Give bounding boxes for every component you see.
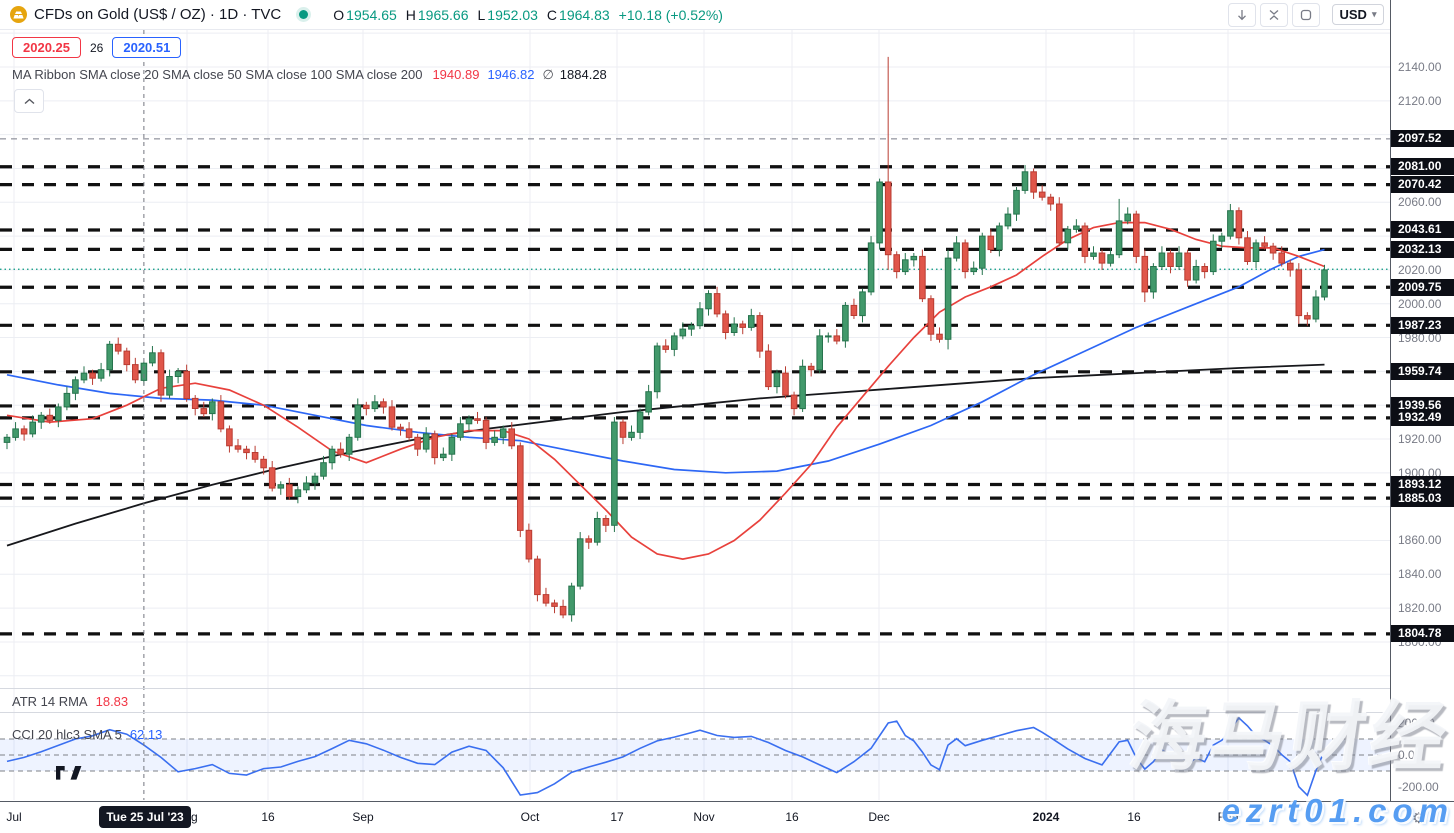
- sma50-value: 1946.82: [487, 67, 535, 82]
- legend-collapse-button[interactable]: [14, 89, 44, 113]
- atr-legend[interactable]: ATR 14 RMA 18.83: [12, 694, 128, 709]
- sma200-value: 1884.28: [559, 67, 607, 82]
- price-level-label: 1893.12: [1391, 475, 1454, 493]
- price-tick: 2000.00: [1398, 296, 1442, 311]
- ohlc-key: H: [405, 6, 416, 23]
- price-level-label: 2081.00: [1391, 158, 1454, 176]
- ohlc-key: L: [477, 6, 486, 23]
- time-label: 16: [261, 810, 275, 824]
- time-label: Sep: [352, 810, 374, 824]
- sma50-line: [6, 248, 1325, 474]
- cci-tick: 0.00: [1398, 748, 1422, 762]
- currency-label: USD: [1339, 7, 1367, 22]
- price-tick: 1980.00: [1398, 330, 1442, 345]
- gear-icon[interactable]: ⚙: [1412, 810, 1426, 827]
- time-label: Feb: [1217, 810, 1239, 824]
- change-value: +10.18 (+0.52%): [618, 6, 723, 23]
- spread-value: 26: [90, 40, 104, 55]
- time-label: 16: [1127, 810, 1141, 824]
- price-level-label: 2043.61: [1391, 221, 1454, 239]
- price-level-label: 1987.23: [1391, 316, 1454, 334]
- ohlc-readout: O 1954.65 H 1965.66 L 1952.03 C 1964.83 +10.18 (…: [324, 7, 723, 23]
- market-status-icon[interactable]: [299, 10, 309, 19]
- atr-value: 18.83: [95, 694, 129, 709]
- ma-ribbon-label: MA Ribbon SMA close 20 SMA close 50 SMA …: [12, 67, 423, 82]
- time-label: 16: [785, 810, 799, 824]
- ma-ribbon-legend[interactable]: MA Ribbon SMA close 20 SMA close 50 SMA …: [12, 67, 607, 83]
- price-tick: 1920.00: [1398, 432, 1442, 447]
- price-level-label: 2070.42: [1391, 176, 1454, 194]
- sma20-line: [6, 221, 1325, 560]
- time-axis[interactable]: Tue 25 Jul '23 JulAug16SepOct17Nov16Dec2…: [0, 801, 1454, 833]
- time-label: Dec: [868, 810, 890, 824]
- symbol-title[interactable]: CFDs on Gold (US$ / OZ) · 1D · TVC: [34, 6, 282, 23]
- price-tick: 1840.00: [1398, 567, 1442, 582]
- sell-button[interactable]: 2020.25: [12, 37, 81, 58]
- cci-tick: 200.00: [1398, 716, 1435, 730]
- time-label: Nov: [693, 810, 715, 824]
- price-level-label: 1885.03: [1391, 489, 1454, 507]
- price-tick: 2020.00: [1398, 262, 1442, 277]
- sma100-hidden-icon: ∅: [542, 67, 554, 82]
- cci-line: [6, 716, 1326, 797]
- price-level-label: 2009.75: [1391, 278, 1454, 296]
- candles: [3, 56, 1328, 622]
- time-label: Jul: [6, 810, 22, 824]
- symbol-logo-icon[interactable]: [10, 6, 27, 23]
- tradingview-logo-icon[interactable]: [56, 766, 91, 793]
- price-tick: 1860.00: [1398, 533, 1442, 548]
- atr-label: ATR 14 RMA: [12, 694, 88, 709]
- price-tick: 2120.00: [1398, 93, 1442, 108]
- cci-tick: -200.00: [1398, 780, 1439, 794]
- arrow-down-icon[interactable]: [1228, 2, 1256, 27]
- ohlc-value: 1965.66: [417, 6, 469, 23]
- time-label: Oct: [520, 810, 540, 824]
- trade-panel: 2020.25 26 2020.51: [12, 37, 182, 58]
- price-level-label: 1932.49: [1391, 409, 1454, 427]
- crosshair-date-tooltip: Tue 25 Jul '23: [99, 806, 191, 828]
- cci-legend[interactable]: CCI 20 hlc3 SMA 5 62.13: [12, 727, 162, 742]
- currency-selector[interactable]: USD ▾: [1331, 4, 1385, 25]
- ohlc-key: O: [333, 6, 345, 23]
- price-level-label: 2097.52: [1391, 130, 1454, 148]
- time-label: 2024: [1032, 810, 1060, 824]
- currency-selector-wrap: USD ▾: [1326, 0, 1390, 29]
- price-level-label: 2032.13: [1391, 240, 1454, 258]
- price-tick: 2140.00: [1398, 60, 1442, 74]
- price-tick: 1820.00: [1398, 601, 1442, 616]
- price-tick: 2060.00: [1398, 195, 1442, 210]
- price-level-label: 1959.74: [1391, 363, 1454, 381]
- collapse-panes-icon[interactable]: [1260, 2, 1288, 27]
- price-level-label: 1804.78: [1391, 625, 1454, 643]
- chevron-down-icon: ▾: [1371, 9, 1377, 19]
- sma200-line: [6, 363, 1325, 547]
- chart-header: CFDs on Gold (US$ / OZ) · 1D · TVC O 1954…: [0, 0, 1390, 30]
- cci-label: CCI 20 hlc3 SMA 5: [12, 727, 122, 742]
- buy-button[interactable]: 2020.51: [112, 37, 182, 58]
- time-label: 17: [610, 810, 624, 824]
- price-axis[interactable]: 2140.00 2120.00 2060.00 2020.00 2000.00 1980.…: [1390, 0, 1454, 801]
- ohlc-value: 1952.03: [487, 6, 538, 23]
- maximize-icon[interactable]: [1292, 2, 1320, 27]
- ohlc-value: 1964.83: [559, 6, 610, 23]
- cci-value: 62.13: [129, 727, 163, 742]
- ohlc-key: C: [546, 6, 558, 23]
- header-toolbar: [1228, 0, 1320, 29]
- ohlc-value: 1954.65: [346, 6, 397, 23]
- sma20-value: 1940.89: [432, 67, 480, 82]
